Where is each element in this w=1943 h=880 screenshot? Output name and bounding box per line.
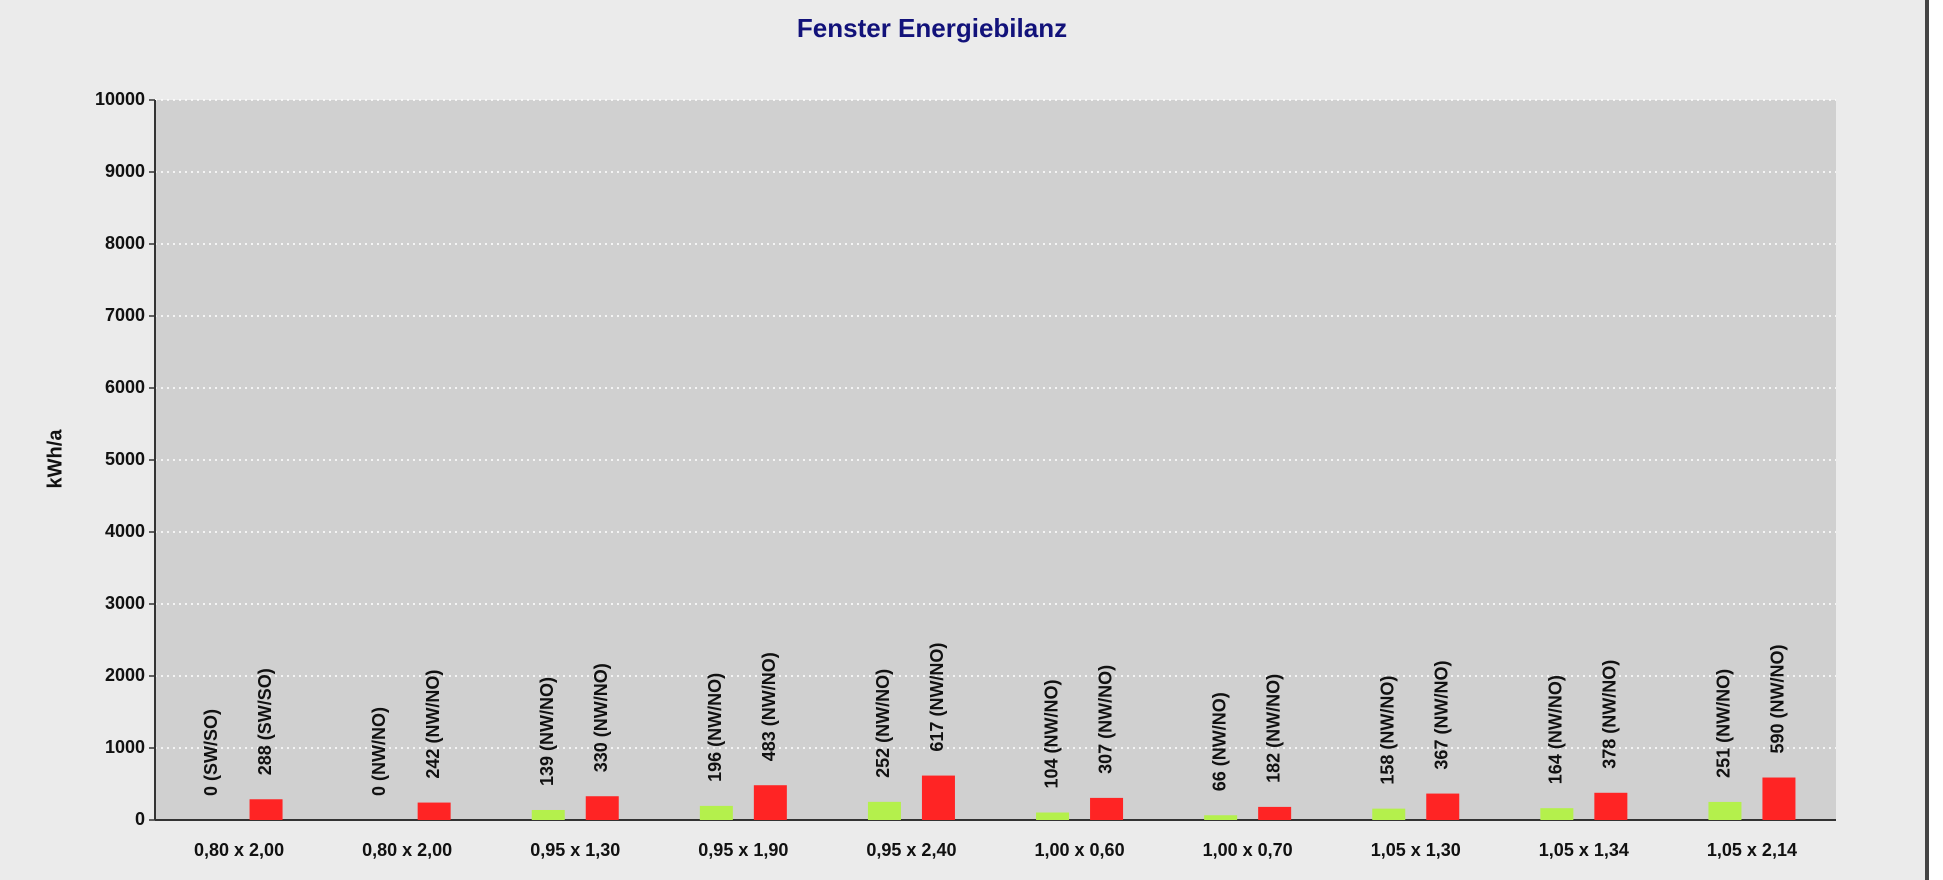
data-label: 251 (NW/NO) [1714, 669, 1734, 778]
bar [1258, 806, 1292, 820]
bar [1540, 808, 1574, 820]
bar [1204, 815, 1238, 820]
x-tick-label: 1,05 x 1,34 [1539, 840, 1629, 860]
data-label: 252 (NW/NO) [873, 669, 893, 778]
y-tick-label: 10000 [95, 89, 145, 109]
y-tick-label: 2000 [105, 665, 145, 685]
x-tick-label: 0,80 x 2,00 [194, 840, 284, 860]
x-tick-label: 0,95 x 1,90 [698, 840, 788, 860]
data-label: 196 (NW/NO) [705, 673, 725, 782]
data-label: 378 (NW/NO) [1600, 660, 1620, 769]
data-label: 483 (NW/NO) [759, 652, 779, 761]
data-label: 139 (NW/NO) [537, 677, 557, 786]
y-tick-label: 6000 [105, 377, 145, 397]
data-label: 590 (NW/NO) [1768, 645, 1788, 754]
y-tick-label: 8000 [105, 233, 145, 253]
x-tick-label: 0,95 x 2,40 [866, 840, 956, 860]
bar [585, 796, 619, 820]
data-label: 242 (NW/NO) [423, 670, 443, 779]
bar [1762, 777, 1796, 820]
bar [1090, 797, 1124, 820]
window-edge [1925, 0, 1929, 880]
data-label: 617 (NW/NO) [927, 643, 947, 752]
chart-title: Fenster Energiebilanz [797, 13, 1067, 43]
bar [1372, 808, 1406, 820]
bar [1594, 792, 1628, 820]
x-tick-label: 0,80 x 2,00 [362, 840, 452, 860]
bar [753, 785, 787, 820]
y-tick-label: 0 [135, 809, 145, 829]
y-tick-label: 4000 [105, 521, 145, 541]
data-label: 158 (NW/NO) [1378, 676, 1398, 785]
x-tick-label: 1,05 x 2,14 [1707, 840, 1797, 860]
data-label: 104 (NW/NO) [1041, 679, 1061, 788]
data-label: 288 (SW/SO) [255, 668, 275, 775]
data-label: 0 (NW/NO) [369, 707, 389, 796]
y-tick-label: 7000 [105, 305, 145, 325]
bar [867, 801, 901, 820]
bar [249, 799, 283, 820]
x-tick-label: 0,95 x 1,30 [530, 840, 620, 860]
y-axis-label: kWh/a [44, 429, 66, 489]
y-tick-label: 9000 [105, 161, 145, 181]
y-tick-label: 3000 [105, 593, 145, 613]
data-label: 66 (NW/NO) [1209, 692, 1229, 791]
y-tick-label: 1000 [105, 737, 145, 757]
x-tick-label: 1,05 x 1,30 [1371, 840, 1461, 860]
bar [1708, 801, 1742, 820]
data-label: 164 (NW/NO) [1546, 675, 1566, 784]
data-label: 0 (SW/SO) [201, 709, 221, 796]
bar [699, 805, 733, 820]
bar [531, 809, 565, 820]
y-tick-label: 5000 [105, 449, 145, 469]
bar [921, 775, 955, 820]
data-label: 367 (NW/NO) [1432, 661, 1452, 770]
bar [1036, 812, 1070, 820]
bar [417, 802, 451, 820]
bar [1426, 793, 1460, 820]
data-label: 307 (NW/NO) [1095, 665, 1115, 774]
data-label: 182 (NW/NO) [1263, 674, 1283, 783]
x-tick-label: 1,00 x 0,70 [1203, 840, 1293, 860]
data-label: 330 (NW/NO) [591, 663, 611, 772]
x-tick-label: 1,00 x 0,60 [1035, 840, 1125, 860]
